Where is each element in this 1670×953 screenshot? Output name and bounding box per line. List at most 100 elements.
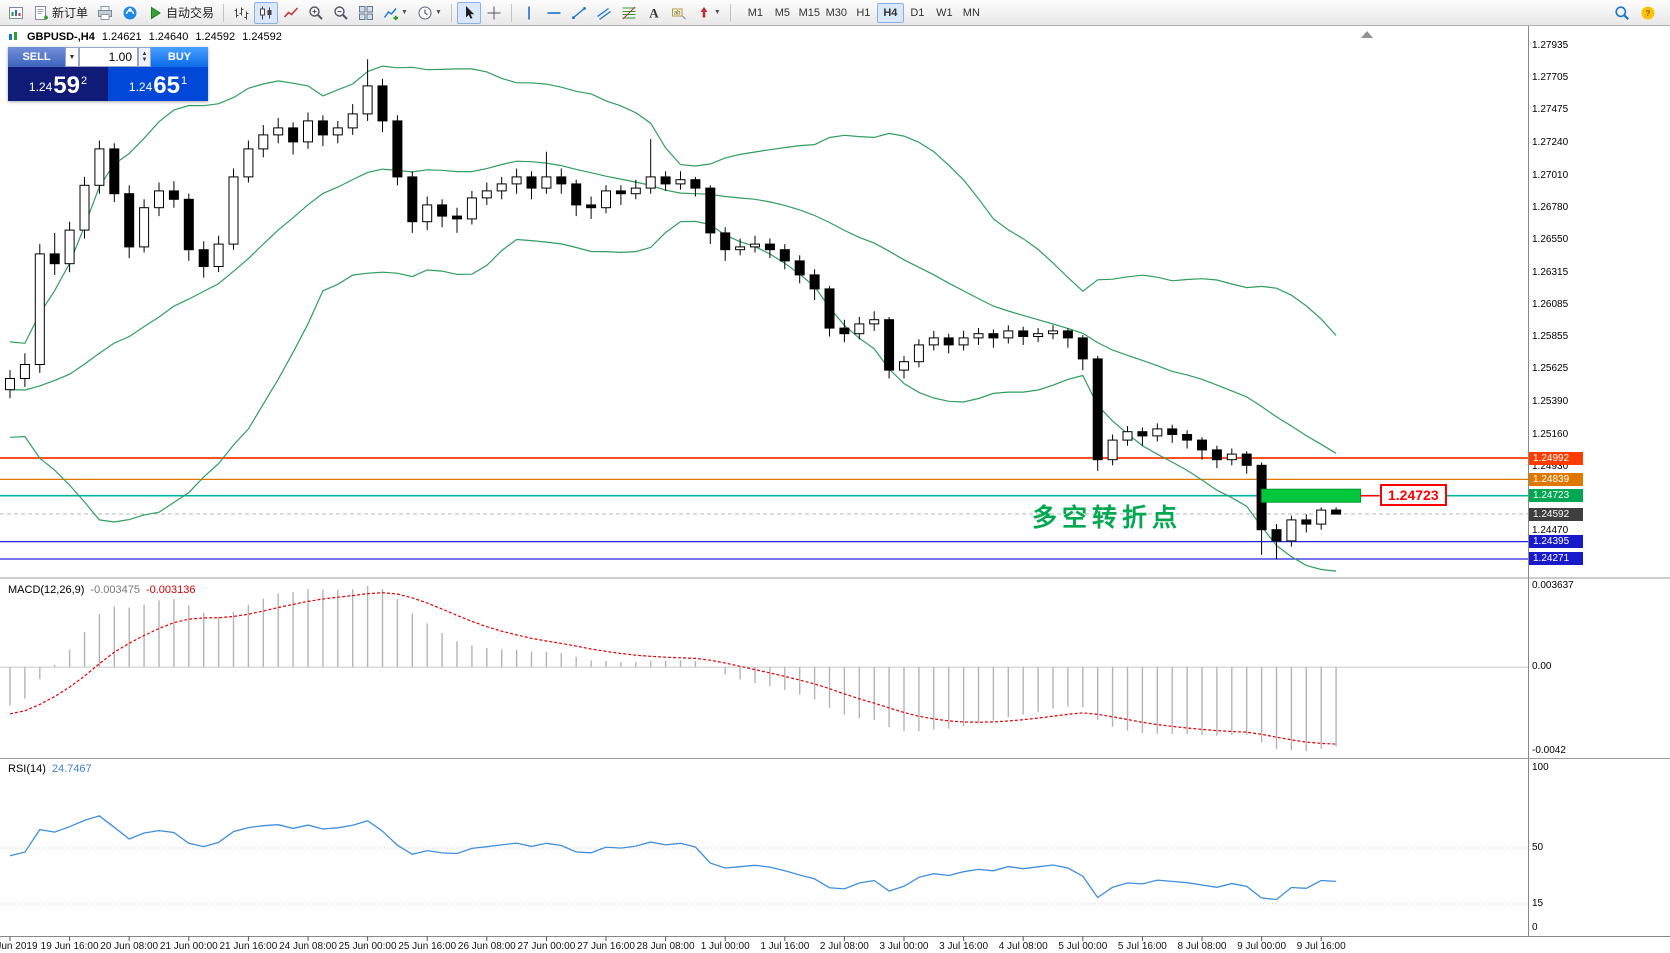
new-order-label: 新订单 (52, 6, 89, 20)
candle-chart-button[interactable] (254, 1, 279, 24)
trendline-icon (572, 6, 586, 19)
crosshair-icon (487, 6, 501, 19)
indicators-icon (383, 7, 399, 20)
candle-chart-icon (260, 6, 272, 19)
timeframe-m1-button[interactable]: M1 (747, 6, 763, 19)
timeframe-m30-button[interactable]: M30 (825, 6, 848, 19)
horizontal-line-icon (547, 11, 561, 14)
one-click-trading-panel: SELL ▼ 1.00 ▲ ▼ BUY 1.24 59 2 1.24 65 1 (8, 47, 208, 101)
ohlc-close: 1.24592 (242, 31, 282, 43)
symbol-period-label: GBPUSD-,H4 (27, 31, 95, 43)
volume-dropdown[interactable]: ▼ (65, 47, 79, 67)
rsi-value: 24.7467 (51, 763, 92, 775)
timeframe-h1-button[interactable]: H1 (856, 6, 871, 19)
rsi-indicator-label: RSI(14) 24.7467 (8, 763, 92, 775)
toolbar-right-group: ? (1610, 2, 1666, 24)
chevron-down-icon: ▼ (434, 9, 442, 16)
text-label-icon: ab (671, 8, 686, 19)
svg-text:ab: ab (674, 10, 681, 16)
buy-price-main: 1.24 (128, 80, 153, 94)
timeframe-w1-button[interactable]: W1 (936, 6, 953, 19)
line-chart-button[interactable] (279, 2, 303, 24)
turning-point-annotation: 多空转折点 (1032, 504, 1183, 532)
text-label-button[interactable]: ab (667, 2, 691, 24)
sell-button[interactable]: SELL (8, 47, 65, 67)
metaquotes-icon: ? (1641, 6, 1655, 19)
new-chart-button[interactable] (4, 2, 28, 24)
zoom-out-button[interactable] (329, 2, 353, 24)
macd-main-value: -0.003475 (90, 584, 140, 596)
chart-title: GBPUSD-,H4 1.24621 1.24640 1.24592 1.245… (8, 31, 282, 43)
buy-button[interactable]: BUY (151, 47, 208, 67)
svg-text:A: A (649, 5, 659, 20)
metaquotes-button[interactable]: ? (1636, 2, 1660, 24)
trendline-button[interactable] (567, 2, 591, 24)
arrows-icon (700, 6, 708, 17)
crosshair-button[interactable] (482, 2, 506, 24)
new-order-button[interactable]: 新订单 (29, 2, 92, 24)
buy-price-button[interactable]: 1.24 65 1 (108, 67, 208, 101)
toolbar-separator (223, 3, 225, 22)
print-button[interactable] (93, 2, 117, 24)
timeframe-h4-button[interactable]: H4 (876, 2, 904, 23)
cursor-button[interactable] (456, 1, 481, 24)
horizontal-line-button[interactable] (542, 2, 566, 24)
search-button[interactable] (1610, 2, 1634, 24)
volume-spinner[interactable]: ▲ ▼ (138, 47, 151, 67)
zoom-in-icon (309, 5, 323, 20)
print-icon (98, 5, 113, 20)
timeframe-toolbar: M1 M5 M15 M30 H1 H4 D1 W1 MN (742, 2, 985, 23)
sell-price-pips: 59 (53, 72, 80, 99)
ohlc-open: 1.24621 (101, 31, 142, 43)
arrows-button[interactable]: ▼ (692, 2, 725, 24)
indicators-button[interactable]: ▼ (379, 2, 412, 24)
timeframe-m5-button[interactable]: M5 (774, 6, 790, 19)
bar-chart-button[interactable] (229, 2, 253, 24)
chart-icon (9, 32, 17, 40)
equidistant-channel-icon (597, 7, 611, 20)
bar-chart-icon (234, 7, 249, 19)
price-callout-box[interactable]: 1.24723 (1380, 483, 1447, 506)
community-button[interactable] (118, 2, 142, 24)
sell-price-point: 2 (80, 75, 88, 87)
autotrade-label: 自动交易 (166, 6, 215, 20)
macd-indicator-label: MACD(12,26,9) -0.003475 -0.003136 (8, 584, 196, 596)
autotrade-button[interactable]: 自动交易 (143, 2, 218, 24)
zoom-out-icon (334, 5, 348, 20)
timeframe-d1-button[interactable]: D1 (910, 6, 925, 19)
volume-input[interactable]: 1.00 (79, 47, 138, 67)
tile-windows-button[interactable] (354, 2, 378, 24)
toolbar-separator (510, 3, 512, 22)
macd-signal-value: -0.003136 (145, 584, 196, 596)
ohlc-low: 1.24592 (195, 31, 236, 43)
new-chart-icon (9, 6, 23, 19)
vertical-line-button[interactable] (517, 2, 541, 24)
new-order-icon (35, 5, 48, 20)
line-chart-icon (283, 6, 299, 17)
tile-windows-icon (359, 5, 374, 20)
text-icon: A (649, 5, 659, 20)
text-button[interactable]: A (642, 2, 666, 24)
autotrade-icon (151, 6, 161, 19)
sell-price-main: 1.24 (28, 80, 53, 94)
cursor-icon (465, 5, 475, 19)
fibonacci-button[interactable] (617, 2, 641, 24)
equidistant-channel-button[interactable] (592, 2, 616, 24)
ohlc-high: 1.24640 (148, 31, 189, 43)
sell-price-button[interactable]: 1.24 59 2 (8, 67, 108, 101)
toolbar-separator (729, 3, 731, 22)
timeframe-mn-button[interactable]: MN (962, 6, 980, 19)
zoom-in-button[interactable] (304, 2, 328, 24)
toolbar-separator (450, 3, 452, 22)
timeframe-m15-button[interactable]: M15 (798, 6, 821, 19)
search-icon (1615, 5, 1629, 20)
periods-button[interactable]: ▼ (413, 2, 446, 24)
svg-text:?: ? (1646, 9, 1651, 18)
buy-price-point: 1 (180, 75, 188, 87)
vertical-line-icon (528, 6, 530, 19)
fibonacci-icon (622, 6, 636, 19)
chevron-down-icon: ▼ (401, 9, 408, 16)
